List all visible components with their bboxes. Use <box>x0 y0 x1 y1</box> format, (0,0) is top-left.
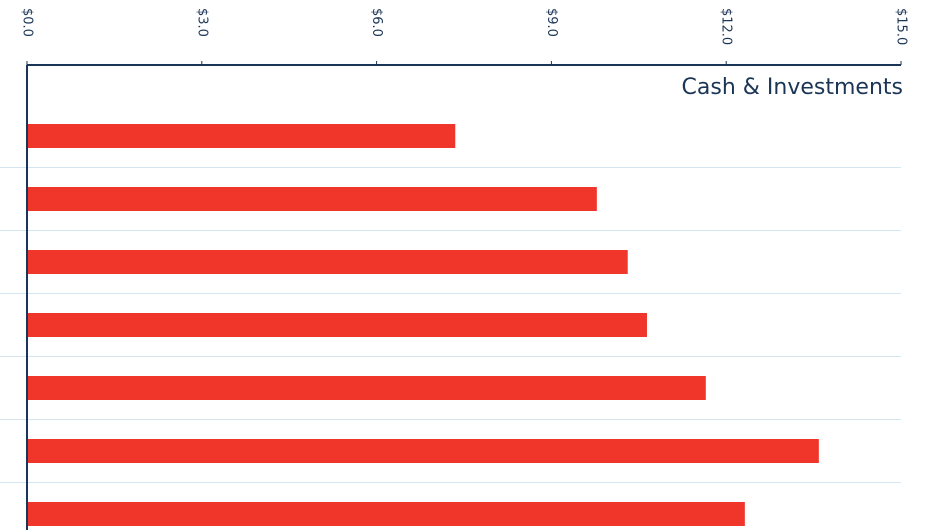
bar <box>27 313 647 337</box>
x-tick-label: $3.0 <box>194 8 209 37</box>
bar <box>27 250 628 274</box>
bar <box>27 502 745 526</box>
chart-title: Cash & Investments <box>682 75 903 100</box>
bar <box>27 439 819 463</box>
bar <box>27 376 706 400</box>
x-tick-label: $0.0 <box>20 8 35 37</box>
x-tick-label: $12.0 <box>719 8 734 45</box>
bar <box>27 187 597 211</box>
x-tick-label: $15.0 <box>894 8 909 45</box>
x-tick-label: $6.0 <box>369 8 384 37</box>
x-tick-label: $9.0 <box>544 8 559 37</box>
bar <box>27 124 456 148</box>
